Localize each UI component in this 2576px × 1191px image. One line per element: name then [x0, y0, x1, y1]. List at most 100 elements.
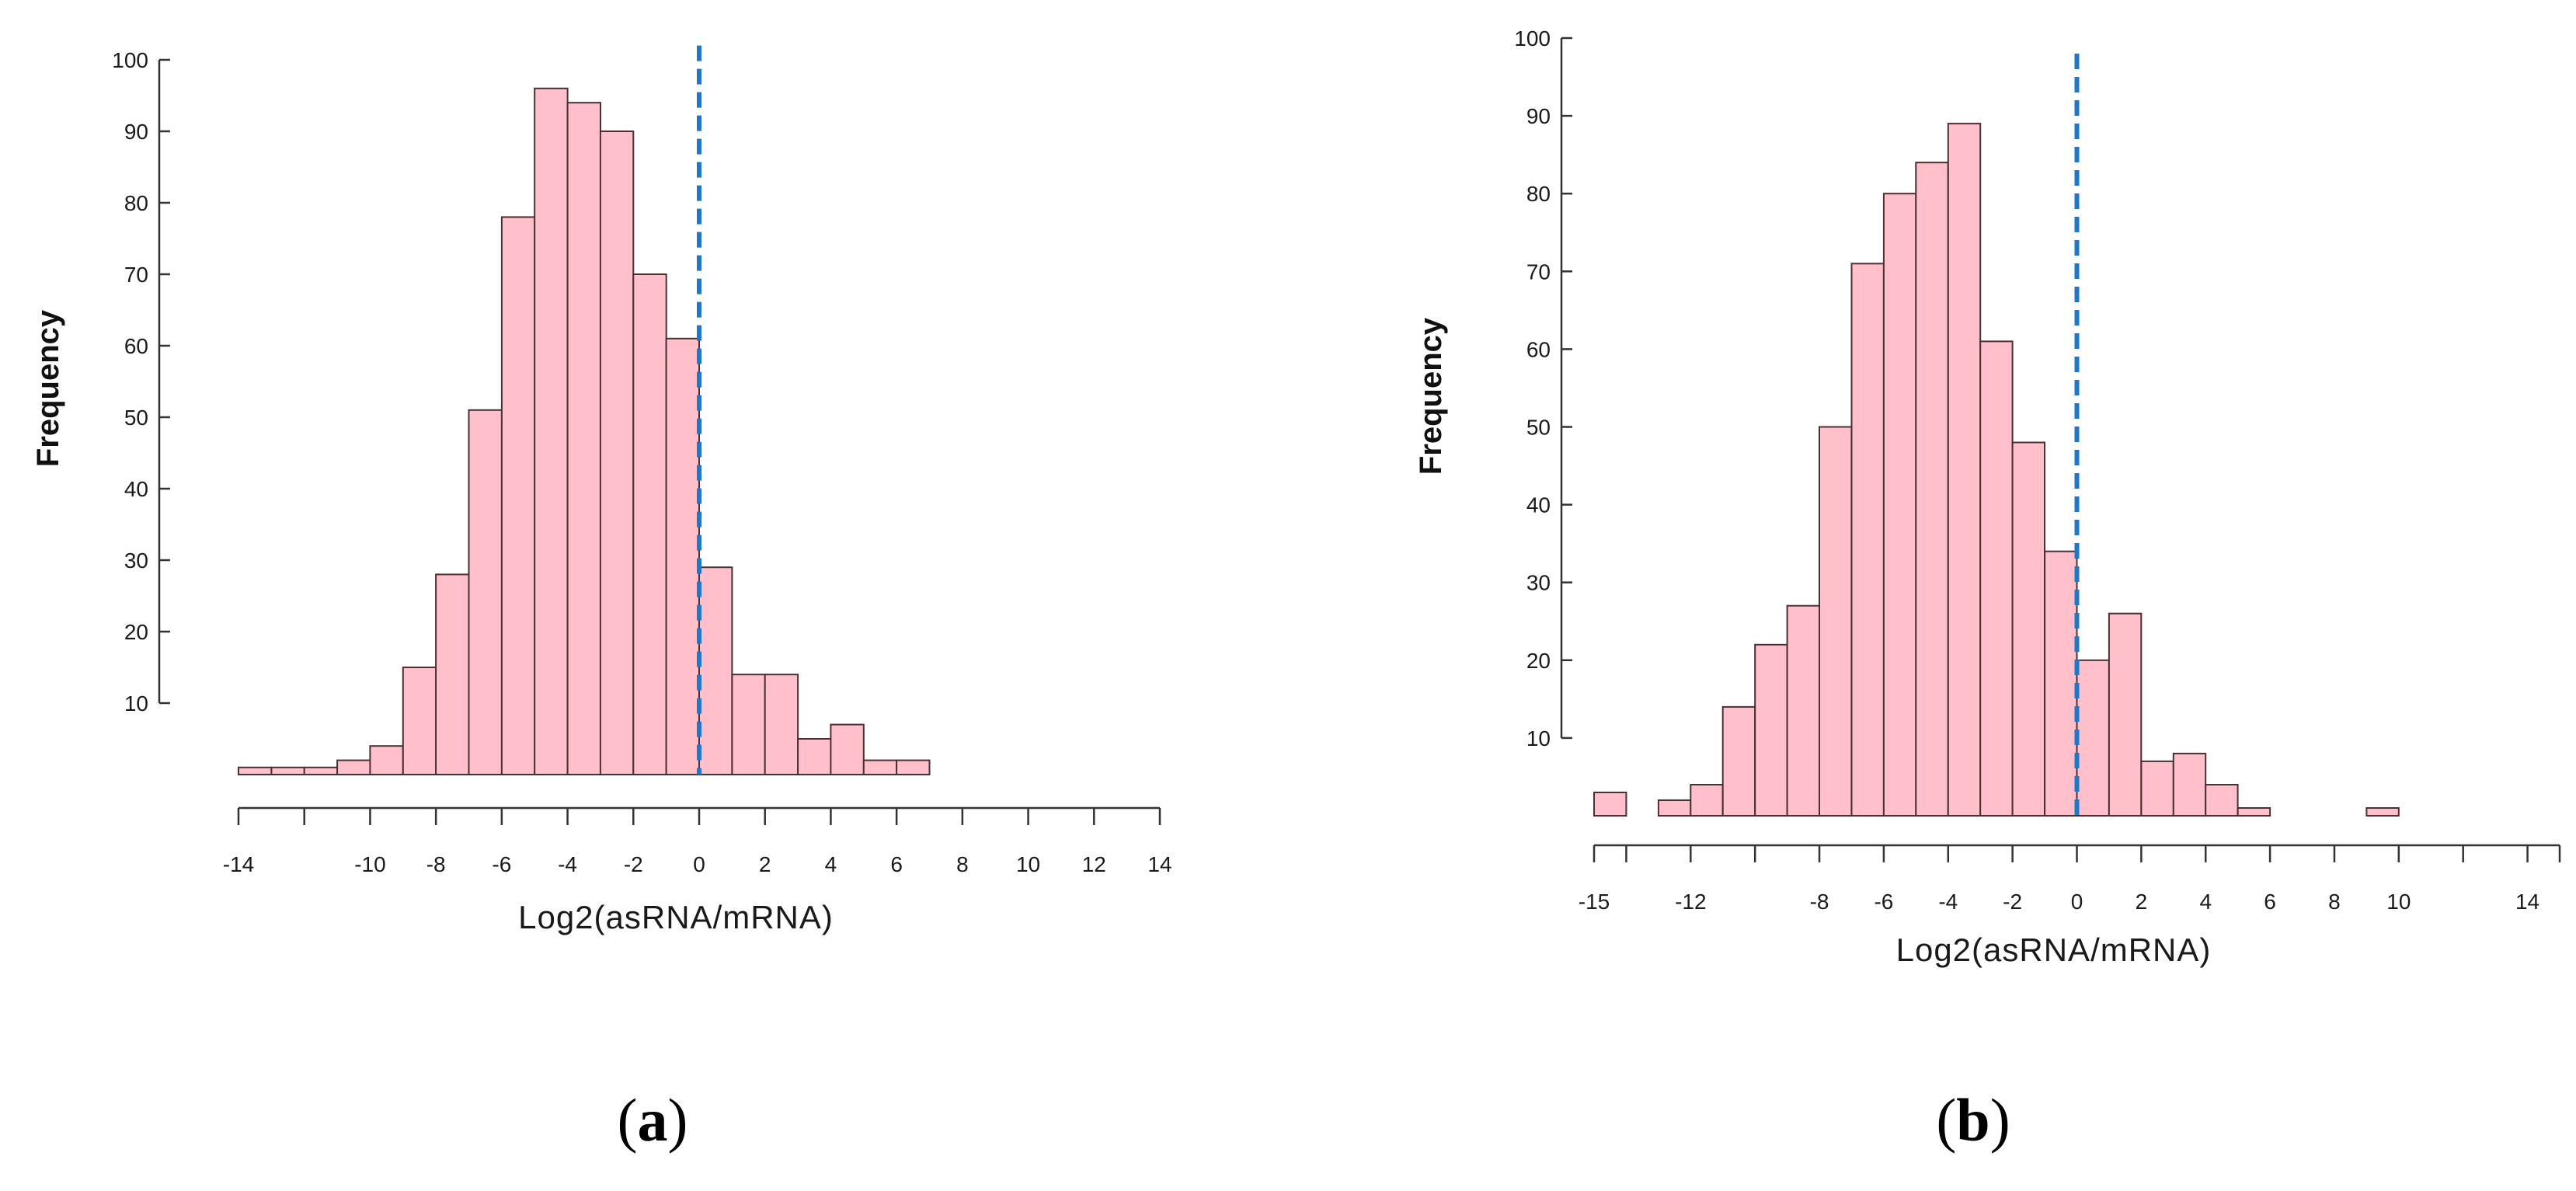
histogram-bar — [1593, 792, 1627, 817]
x-tick-label: -4 — [558, 852, 577, 876]
histogram-bar — [402, 667, 437, 775]
bars-b — [1593, 123, 2400, 817]
y-tick-label: 30 — [1526, 571, 1551, 595]
histogram-bar — [1657, 799, 1692, 817]
x-tick-label: -8 — [1810, 890, 1829, 914]
x-tick-label: 10 — [2386, 890, 2411, 914]
x-tick-label: 4 — [2199, 890, 2212, 914]
y-tick-label: 40 — [1526, 493, 1551, 517]
x-axis-a: -14 -10 -8 -6 -4 -2 0 2 4 6 8 10 12 14 — [223, 806, 1172, 876]
y-tick-label: 40 — [124, 477, 148, 501]
histogram-bar — [862, 759, 898, 775]
y-axis-title-a: Frequency — [31, 309, 65, 467]
x-axis-b: -15 -12 -8 -6 -4 -2 0 2 4 6 8 10 14 — [1579, 844, 2561, 914]
histogram-bar — [1979, 340, 2014, 817]
histogram-bar — [534, 87, 569, 776]
histogram-bar — [1721, 705, 1756, 817]
histogram-bar — [1947, 123, 1982, 817]
x-tick-label: -4 — [1938, 890, 1958, 914]
x-tick-label: 8 — [2328, 890, 2341, 914]
x-tick-label: 10 — [1016, 852, 1040, 876]
y-tick-label: 60 — [124, 334, 148, 358]
histogram-bar — [896, 759, 931, 775]
histogram-bar — [1690, 784, 1724, 817]
histogram-panel-a: 10 20 30 40 50 60 70 80 90 100 -14 -10 -8 -6 -4 -2 0 2 4 6… — [31, 45, 1172, 1154]
histogram-bar — [500, 216, 536, 775]
y-tick-label: 80 — [124, 191, 148, 215]
histogram-bar — [1915, 162, 1949, 817]
histogram-bar — [2172, 752, 2207, 817]
x-tick-label: -10 — [354, 852, 385, 876]
histogram-bar — [238, 766, 273, 775]
y-tick-label: 100 — [1514, 26, 1551, 50]
y-tick-label: 50 — [124, 406, 148, 430]
histogram-bar — [336, 759, 371, 775]
y-tick-label: 100 — [112, 48, 148, 72]
x-tick-label: 2 — [759, 852, 771, 876]
histogram-bar — [764, 674, 799, 776]
x-tick-label: -15 — [1579, 890, 1610, 914]
y-tick-label: 90 — [1526, 104, 1551, 128]
panel-label-b: (b) — [1936, 1086, 2010, 1154]
y-tick-label: 50 — [1526, 416, 1551, 440]
histogram-bar — [2140, 760, 2174, 817]
x-tick-label: -8 — [426, 852, 446, 876]
histogram-bar — [2076, 659, 2110, 817]
x-tick-label: -2 — [624, 852, 643, 876]
x-tick-label: 0 — [2071, 890, 2083, 914]
histogram-bar — [599, 131, 635, 775]
x-tick-label: 2 — [2136, 890, 2148, 914]
y-tick-label: 20 — [124, 620, 148, 644]
histogram-bar — [435, 573, 470, 776]
histogram-bar — [2365, 807, 2400, 817]
x-tick-label: 8 — [956, 852, 969, 876]
x-tick-label: -12 — [1675, 890, 1706, 914]
histogram-panel-b: 10 20 30 40 50 60 70 80 90 100 -15 -12 -8 -6 -4 -2 0 2 4 6… — [1414, 26, 2561, 1154]
x-tick-label: 14 — [2515, 890, 2539, 914]
histogram-bar — [1850, 263, 1885, 817]
histogram-bar — [2044, 550, 2078, 817]
y-tick-label: 30 — [124, 548, 148, 573]
histogram-bar — [632, 273, 667, 775]
x-tick-label: -2 — [2003, 890, 2022, 914]
histogram-bar — [1754, 643, 1788, 817]
y-tick-label: 70 — [124, 263, 148, 287]
panel-label-a: (a) — [618, 1086, 688, 1154]
x-tick-label: 4 — [825, 852, 837, 876]
histogram-bar — [731, 674, 766, 776]
histogram-bar — [1882, 193, 1917, 817]
y-axis-a: 10 20 30 40 50 60 70 80 90 100 — [112, 48, 170, 716]
histogram-bar — [1786, 604, 1821, 817]
y-tick-label: 10 — [1526, 726, 1551, 750]
histogram-bar — [369, 745, 404, 776]
histogram-bar — [2108, 612, 2143, 817]
histogram-bar — [698, 566, 733, 775]
y-tick-label: 80 — [1526, 182, 1551, 206]
x-tick-label: 6 — [890, 852, 903, 876]
x-tick-label: -6 — [1874, 890, 1893, 914]
histogram-bar — [830, 723, 865, 775]
histogram-bar — [270, 766, 305, 775]
y-tick-label: 90 — [124, 120, 148, 144]
x-tick-label: 6 — [2264, 890, 2276, 914]
x-axis-title-b: Log2(asRNA/mRNA) — [1896, 932, 2212, 968]
histogram-bar — [303, 766, 339, 775]
bars-a — [238, 87, 931, 776]
y-tick-label: 10 — [124, 691, 148, 716]
y-tick-label: 20 — [1526, 649, 1551, 673]
y-axis-b: 10 20 30 40 50 60 70 80 90 100 — [1514, 26, 1572, 750]
histogram-bar — [1819, 426, 1853, 817]
histogram-bar — [2011, 441, 2046, 817]
histogram-bar — [2205, 784, 2239, 817]
y-tick-label: 70 — [1526, 259, 1551, 284]
y-axis-title-b: Frequency — [1414, 317, 1448, 475]
y-tick-label: 60 — [1526, 337, 1551, 361]
x-tick-label: 14 — [1147, 852, 1171, 876]
histogram-bar — [566, 102, 601, 775]
x-tick-label: -6 — [492, 852, 511, 876]
x-tick-label: 12 — [1082, 852, 1106, 876]
x-tick-label: -14 — [223, 852, 254, 876]
histogram-bar — [2237, 807, 2271, 817]
histogram-bar — [797, 738, 832, 775]
